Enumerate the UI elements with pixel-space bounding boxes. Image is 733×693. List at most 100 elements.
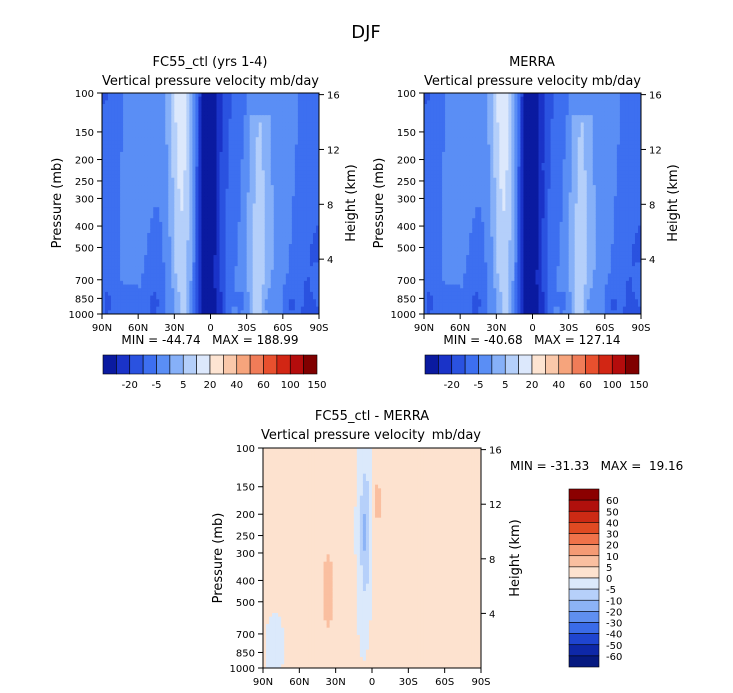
contour-cell xyxy=(171,111,175,116)
contour-cell xyxy=(270,107,275,113)
contour-cell xyxy=(279,177,284,182)
contour-cell xyxy=(135,306,139,311)
contour-cell xyxy=(132,162,136,168)
contour-cell xyxy=(442,288,446,293)
contour-cell xyxy=(424,144,428,149)
contour-cell xyxy=(156,232,160,238)
contour-cell xyxy=(246,221,251,227)
contour-cell xyxy=(177,199,181,205)
contour-cell xyxy=(294,188,299,194)
contour-cell xyxy=(243,236,248,241)
contour-cell xyxy=(273,288,278,293)
contour-cell xyxy=(213,291,218,297)
contour-cell xyxy=(177,115,181,120)
contour-cell xyxy=(433,96,437,101)
contour-cell xyxy=(183,310,187,314)
contour-cell xyxy=(303,280,308,286)
contour-cell xyxy=(267,151,272,157)
contour-cell xyxy=(201,196,206,201)
contour-cell xyxy=(192,177,197,182)
contour-cell xyxy=(210,306,215,311)
contour-cell xyxy=(150,299,154,304)
contour-cell xyxy=(270,269,275,275)
contour-cell xyxy=(114,170,118,175)
contour-cell xyxy=(442,115,446,120)
contour-cell xyxy=(189,126,194,131)
contour-cell xyxy=(141,188,145,194)
contour-cell xyxy=(315,295,319,300)
contour-cell xyxy=(297,225,302,230)
contour-cell xyxy=(177,118,181,124)
contour-cell xyxy=(448,229,452,234)
contour-cell xyxy=(150,159,154,164)
contour-cell xyxy=(135,240,139,245)
contour-cell xyxy=(261,299,266,304)
contour-cell xyxy=(255,177,260,182)
contour-cell xyxy=(162,140,166,146)
contour-cell xyxy=(123,221,127,227)
contour-cell xyxy=(442,122,446,127)
contour-cell xyxy=(297,100,302,105)
contour-cell xyxy=(273,207,278,212)
contour-cell xyxy=(448,203,452,208)
contour-cell xyxy=(270,140,275,146)
contour-cell xyxy=(111,129,115,135)
contour-cell xyxy=(180,100,184,105)
contour-cell xyxy=(451,100,455,105)
contour-cell xyxy=(300,299,305,304)
contour-cell xyxy=(300,284,305,289)
contour-cell xyxy=(234,137,239,142)
contour-cell xyxy=(162,210,166,216)
contour-cell xyxy=(180,299,184,304)
contour-cell xyxy=(195,251,200,256)
contour-cell xyxy=(129,151,133,157)
contour-cell xyxy=(231,170,236,175)
contour-cell xyxy=(150,232,154,238)
contour-cell xyxy=(207,210,212,216)
contour-cell xyxy=(189,310,194,314)
contour-cell xyxy=(135,203,139,208)
contour-cell xyxy=(451,185,455,190)
contour-cell xyxy=(225,162,230,168)
contour-cell xyxy=(201,192,206,197)
contour-cell xyxy=(120,104,124,109)
contour-cell xyxy=(222,266,227,271)
contour-cell xyxy=(439,107,443,113)
contour-cell xyxy=(138,196,142,201)
contour-cell xyxy=(451,126,455,131)
contour-cell xyxy=(312,177,317,182)
contour-cell xyxy=(243,218,248,223)
contour-cell xyxy=(231,218,236,223)
contour-cell xyxy=(126,188,130,194)
contour-cell xyxy=(162,244,166,249)
colorbar-label: 60 xyxy=(257,380,270,391)
contour-cell xyxy=(297,181,302,186)
contour-cell xyxy=(111,104,115,109)
contour-cell xyxy=(237,192,242,197)
contour-cell xyxy=(117,133,121,138)
contour-cell xyxy=(315,126,319,131)
contour-cell xyxy=(120,232,124,238)
contour-cell xyxy=(246,185,251,190)
contour-cell xyxy=(126,221,130,227)
contour-cell xyxy=(297,140,302,146)
contour-cell xyxy=(312,306,317,311)
contour-cell xyxy=(231,162,236,168)
y-tick-label: 250 xyxy=(75,177,94,188)
contour-cell xyxy=(141,129,145,135)
contour-cell xyxy=(192,269,197,275)
contour-cell xyxy=(255,111,260,116)
contour-cell xyxy=(442,174,446,179)
contour-cell xyxy=(105,251,109,256)
contour-cell xyxy=(445,203,449,208)
contour-cell xyxy=(144,277,148,282)
contour-cell xyxy=(270,229,275,234)
contour-cell xyxy=(276,170,281,175)
contour-cell xyxy=(186,185,190,190)
contour-cell xyxy=(258,284,263,289)
contour-cell xyxy=(424,244,428,249)
contour-cell xyxy=(147,218,151,223)
contour-cell xyxy=(129,255,133,260)
contour-cell xyxy=(276,273,281,278)
contour-cell xyxy=(150,104,154,109)
